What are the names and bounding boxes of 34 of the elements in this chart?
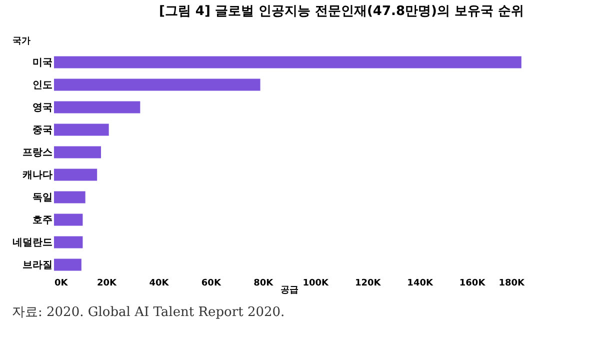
chart-title: [그림 4] 글로벌 인공지능 전문인재(47.8만명)의 보유국 순위 <box>158 4 524 19</box>
x-tick-label: 120K <box>354 278 382 288</box>
y-tick-label: 독일 <box>32 192 52 204</box>
y-tick-label: 브라질 <box>22 260 52 271</box>
x-tick-label: 20K <box>96 278 118 288</box>
bar <box>54 78 260 91</box>
x-tick-label: 100K <box>302 278 330 288</box>
bar <box>54 101 140 114</box>
y-tick-label: 네덜란드 <box>12 237 52 248</box>
x-tick-label: 180K <box>498 278 526 288</box>
bar <box>54 168 98 181</box>
bar <box>54 214 83 226</box>
y-tick-label: 영국 <box>32 102 52 114</box>
bar <box>54 146 101 158</box>
y-tick-label: 중국 <box>32 124 52 136</box>
y-tick-label: 호주 <box>32 214 52 226</box>
bar <box>54 124 109 136</box>
y-tick-label: 프랑스 <box>22 147 52 158</box>
y-axis-title: 국가 <box>12 36 30 46</box>
y-tick-label: 미국 <box>32 57 52 68</box>
x-tick-label: 160K <box>459 278 486 288</box>
bar <box>54 258 82 271</box>
text: 자료: 2020. Global AI Talent Report 2020. <box>12 305 285 320</box>
x-tick-label: 80K <box>254 278 274 288</box>
y-tick-label: 인도 <box>32 80 52 91</box>
x-tick-label: 140K <box>407 278 434 288</box>
bar <box>54 56 522 68</box>
x-axis-title: 공급 <box>280 286 298 296</box>
bar <box>54 191 86 204</box>
x-tick-label: 0K <box>54 278 69 288</box>
x-tick-label: 60K <box>201 278 222 288</box>
x-tick-label: 40K <box>149 278 170 288</box>
y-tick-label: 캐나다 <box>22 170 52 181</box>
bar <box>54 236 83 248</box>
